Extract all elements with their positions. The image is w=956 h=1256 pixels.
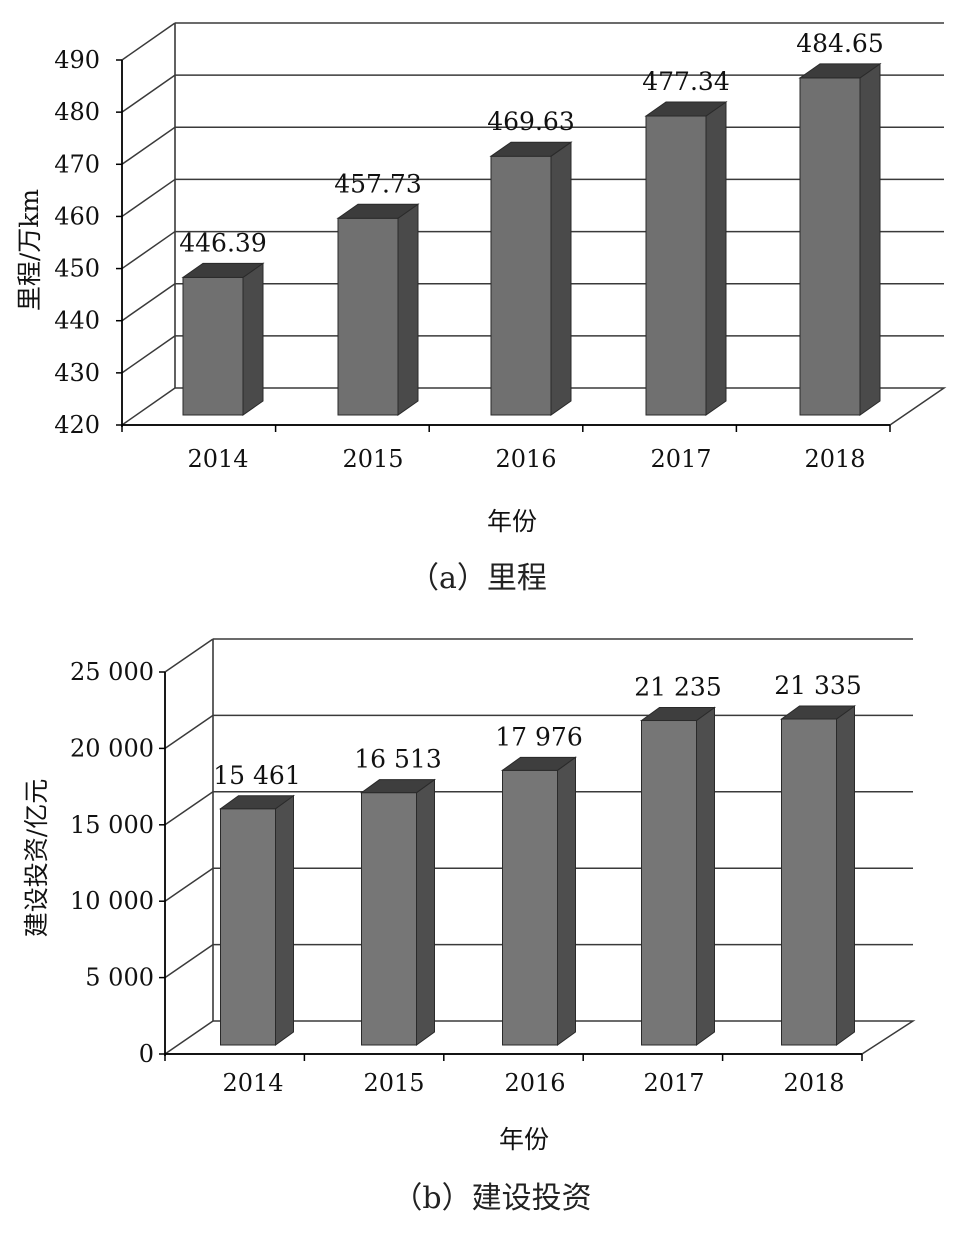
bar-front-face [781, 718, 837, 1046]
x-tick-label: 2018 [804, 445, 865, 473]
gridline-side [164, 714, 214, 750]
investment-chart: 0 5 000 10 000 15 000 20 000 25 000 15 461 2014… [22, 638, 916, 1216]
x-tick-label: 2017 [650, 445, 711, 473]
gridline-side [164, 943, 214, 979]
bar-front-face [645, 115, 707, 416]
bar-2015 [359, 778, 437, 1046]
x-tick-label: 2018 [783, 1069, 844, 1097]
bar-top-face [798, 63, 882, 79]
data-label: 17 976 [495, 722, 582, 751]
gridline-side [164, 1020, 214, 1055]
x-axis-title: 年份 [499, 1125, 549, 1154]
bar-side-face [836, 705, 855, 1046]
x-tick-label: 2015 [342, 445, 403, 473]
bar-2016 [500, 756, 578, 1046]
data-label: 477.34 [642, 67, 729, 96]
y-tick-label: 460 [54, 202, 100, 230]
mileage-chart: 420 430 440 450 460 470 480 490 446.39 2014 457.73… [15, 22, 947, 596]
gridline-side [164, 638, 214, 673]
y-tick-label: 430 [54, 359, 100, 387]
gridline-side [121, 74, 176, 113]
bar-front-face [641, 720, 697, 1046]
y-axis-title: 建设投资/亿元 [22, 779, 51, 937]
bar-2014 [218, 794, 296, 1046]
x-tick-label: 2016 [495, 445, 556, 473]
chart-caption: （a）里程 [409, 561, 547, 596]
bar-top-face [218, 795, 296, 810]
bar-front-face [490, 155, 552, 416]
bar-2017 [639, 706, 717, 1046]
x-axis-title: 年份 [487, 507, 537, 536]
bar-side-face [242, 262, 264, 416]
bar-2018 [798, 62, 882, 416]
bar-side-face [550, 141, 572, 416]
y-tick-label: 15 000 [70, 811, 154, 839]
data-label: 446.39 [179, 228, 266, 257]
data-label: 457.73 [334, 169, 421, 198]
bar-2017 [644, 101, 728, 416]
bar-top-face [359, 779, 437, 794]
gridline-side [121, 178, 176, 218]
data-label: 16 513 [354, 745, 441, 774]
x-tick-label: 2014 [222, 1069, 283, 1097]
y-tick-label: 420 [54, 411, 100, 439]
chart-caption: （b）建设投资 [392, 1181, 591, 1216]
x-tick-label: 2016 [504, 1069, 565, 1097]
bar-top-face [181, 262, 265, 278]
y-tick-label: 440 [54, 307, 100, 335]
bar-front-face [502, 769, 558, 1046]
y-tick-label: 450 [54, 255, 100, 283]
gridline-side [164, 867, 214, 902]
bar-2015 [336, 203, 420, 416]
data-label: 15 461 [213, 761, 300, 790]
x-tick-label: 2014 [187, 445, 248, 473]
y-tick-label: 470 [54, 150, 100, 178]
bar-2018 [779, 705, 857, 1046]
gridline-side [121, 230, 176, 270]
bar-front-face [182, 276, 244, 416]
y-tick-label: 0 [139, 1040, 154, 1068]
gridline-side [121, 126, 176, 165]
bar-side-face [397, 203, 419, 416]
data-label: 21 335 [774, 671, 861, 700]
y-tick-label: 20 000 [70, 734, 154, 762]
bar-top-face [644, 101, 728, 117]
y-tick-label: 25 000 [70, 658, 154, 686]
bar-side-face [859, 62, 881, 416]
bar-top-face [639, 707, 717, 722]
y-tick-label: 480 [54, 98, 100, 126]
x-tick-label: 2015 [363, 1069, 424, 1097]
data-label: 484.65 [796, 29, 883, 58]
bar-front-face [220, 808, 276, 1046]
gridline-side [121, 22, 176, 61]
x-tick-label: 2017 [643, 1069, 704, 1097]
gridline-side [121, 335, 176, 374]
bar-top-face [500, 756, 578, 771]
bar-side-face [696, 706, 715, 1046]
gridline-side [164, 791, 214, 826]
data-label: 469.63 [487, 107, 574, 136]
bar-2014 [181, 262, 265, 416]
bar-side-face [275, 794, 294, 1046]
bar-top-face [336, 203, 420, 219]
bar-side-face [557, 756, 576, 1046]
bar-side-face [705, 101, 727, 416]
bar-2016 [489, 141, 573, 416]
y-tick-label: 5 000 [85, 964, 154, 992]
y-tick-label: 10 000 [70, 887, 154, 915]
bar-top-face [779, 705, 857, 720]
y-axis-title: 里程/万km [15, 189, 44, 312]
gridline-side [121, 387, 176, 426]
bar-front-face [799, 77, 861, 416]
bar-top-face [489, 141, 573, 157]
bar-front-face [361, 792, 417, 1046]
y-tick-label: 490 [54, 46, 100, 74]
bar-front-face [337, 217, 399, 416]
data-label: 21 235 [634, 673, 721, 702]
gridline-side [121, 283, 176, 322]
bar-side-face [416, 778, 435, 1046]
